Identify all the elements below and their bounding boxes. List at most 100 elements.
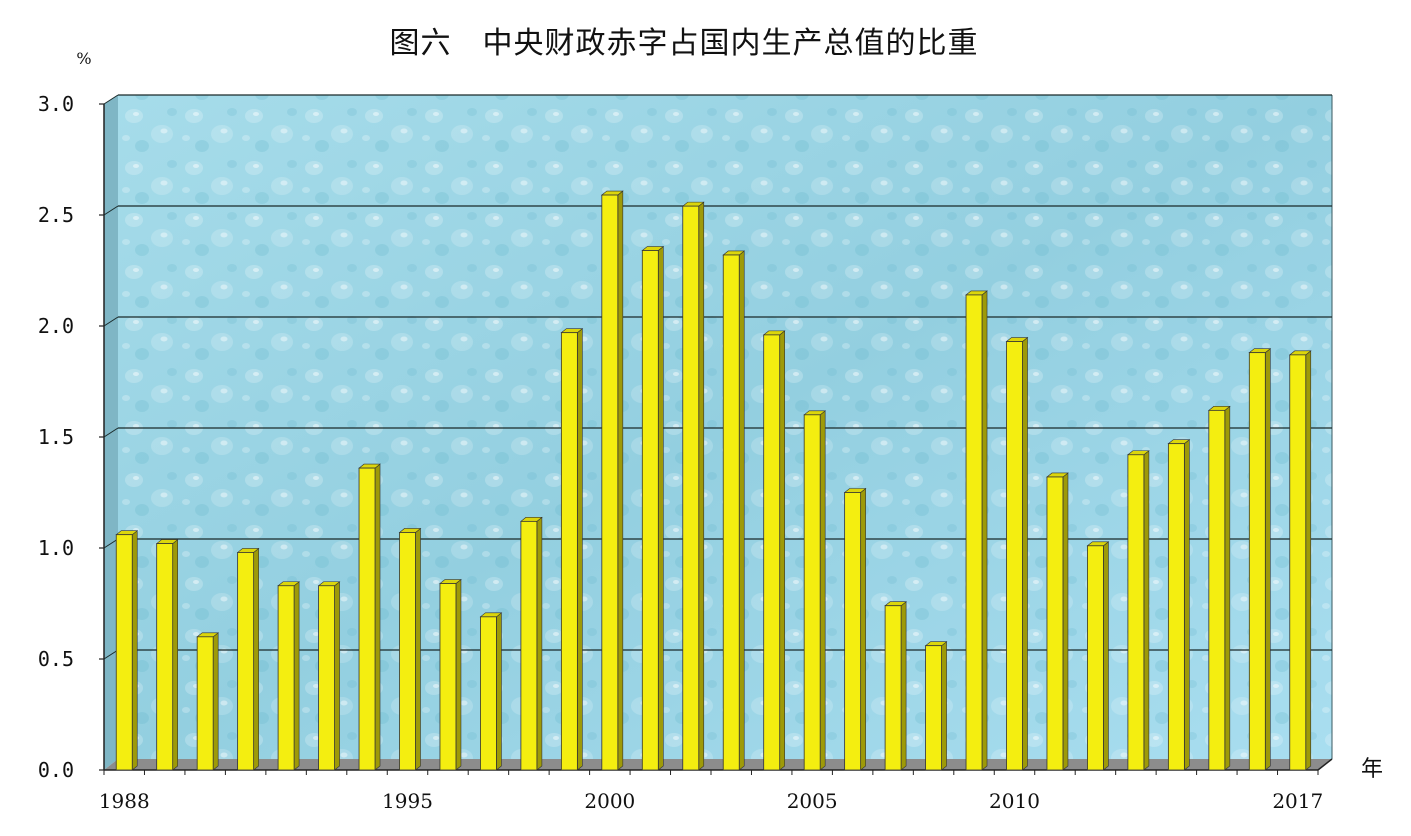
gridline-side [103,427,119,438]
bar-2002 [681,201,705,771]
bar-1993 [317,581,341,771]
bar-side [172,538,178,771]
bar-side [455,578,462,771]
bar-side [900,601,907,771]
bar-face [439,583,457,771]
bar-2008 [924,641,948,771]
y-axis-unit: % [76,49,91,68]
floor-edge [1317,758,1333,771]
x-tick-label: 2010 [989,789,1040,813]
chart-title: 图六 中央财政赤字占国内生产总值的比重 [390,26,979,61]
bar-1997 [479,612,503,771]
bar-face [965,294,983,771]
bar-side [698,201,705,771]
y-tick-label: 2.5 [38,203,74,227]
bar-2015 [1207,405,1231,771]
bar-2001 [641,245,665,771]
x-tick-label: 2017 [1272,789,1323,813]
bar-face [480,616,497,771]
bar-face [1006,341,1023,771]
bar-1994 [358,463,381,771]
bar-2009 [965,290,988,771]
bar-1990 [196,632,220,771]
bar-face [884,605,902,771]
bar-2016 [1248,348,1272,771]
y-tick-label: 2.0 [38,314,74,338]
bar-side [1103,541,1109,771]
bar-side [212,632,219,771]
bar-side [738,250,745,771]
bar-2003 [722,250,746,771]
bar-1996 [439,578,462,771]
bar-face [803,414,821,771]
bar-side [1184,439,1190,771]
bar-side [131,530,138,771]
bar-2005 [803,410,827,771]
bar-side [657,245,664,771]
bar-side [1062,472,1069,771]
bar-side [617,190,624,771]
bar-side [860,487,866,771]
bar-side [779,330,786,771]
bar-2012 [1086,541,1110,771]
y-tick-label: 3.0 [38,92,74,116]
bars [115,190,1312,771]
bar-face [560,332,578,771]
bar-face [641,250,659,771]
bar-side [334,581,340,771]
bar-side [415,527,421,771]
bar-side [819,410,826,771]
bar-face [156,543,174,771]
bar-face [844,492,862,771]
bar-2004 [762,330,786,771]
bar-2000 [600,190,624,771]
bar-face [682,205,700,771]
bar-face [763,334,781,771]
bar-side [1143,450,1150,771]
bar-face [601,194,619,771]
bar-side [981,290,988,771]
bar-2006 [843,487,867,771]
bar-face [1167,443,1185,771]
bar-1992 [277,581,300,771]
bar-side [941,641,947,771]
bar-face [1289,354,1307,771]
bar-2017 [1288,350,1312,771]
bar-face [1208,409,1226,771]
bar-1991 [236,547,260,771]
x-axis-unit: 年 [1361,757,1383,782]
x-tick-label: 1988 [99,789,150,813]
bar-face [318,585,335,771]
y-tick-label: 1.0 [38,536,74,560]
x-tick-label: 1995 [382,789,433,813]
bar-face [1248,352,1266,771]
bar-1995 [398,527,422,771]
bar-2010 [1005,336,1029,771]
gridline-side [103,316,119,327]
bar-1998 [520,516,543,771]
bar-face [358,467,376,771]
gridline-side [103,94,119,105]
bar-1989 [155,538,179,771]
bar-face [277,585,295,771]
bar-side [577,328,583,771]
gridline-side [103,538,119,549]
gridline-side [103,649,119,660]
bar-side [1224,405,1231,771]
bar-2007 [884,601,907,771]
bar-2011 [1046,472,1069,771]
bar-side [253,547,259,771]
bar-face [925,645,942,771]
bar-side [1265,348,1271,771]
bar-side [496,612,502,771]
y-tick-label: 0.5 [38,647,74,671]
bar-face [196,636,214,771]
bar-face [399,532,416,771]
bar-face [1046,476,1064,771]
bar-face [520,520,538,771]
bar-side [1022,336,1028,771]
bar-side [293,581,300,771]
y-tick-label: 0.0 [38,758,74,782]
bar-side [536,516,543,771]
